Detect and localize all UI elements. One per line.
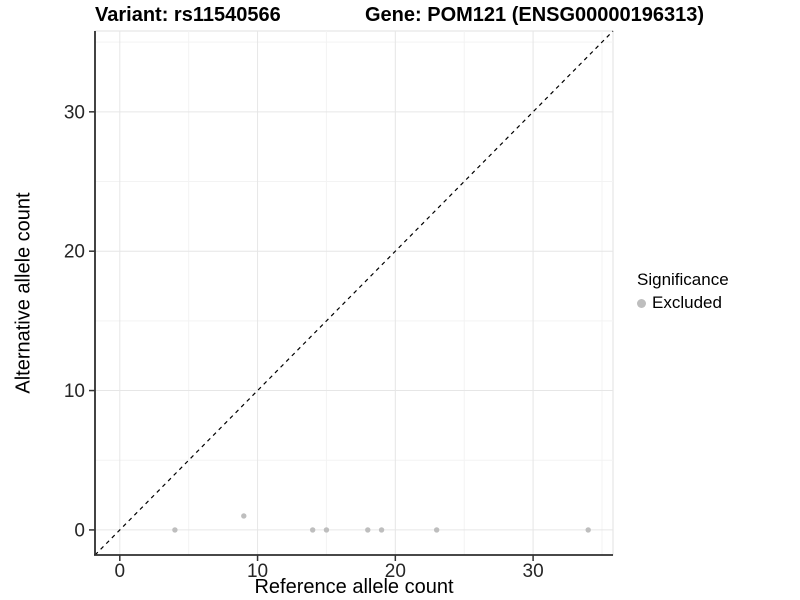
y-tick-label: 30 xyxy=(64,102,85,123)
y-tick-label: 0 xyxy=(74,520,85,541)
data-point xyxy=(323,527,330,533)
legend-item-label: Excluded xyxy=(652,293,722,312)
identity-dashed-line xyxy=(94,30,614,556)
legend-item-excluded: Excluded xyxy=(637,293,729,313)
x-axis-title: Reference allele count xyxy=(254,576,454,598)
y-tick-label: 20 xyxy=(64,242,85,263)
plot-title-variant: Variant: rs11540566 xyxy=(95,4,281,26)
data-point xyxy=(172,527,178,533)
data-point xyxy=(365,527,371,533)
data-point xyxy=(433,527,440,533)
data-point xyxy=(309,527,316,533)
x-tick-label: 30 xyxy=(523,561,544,582)
legend-key-dot-icon xyxy=(637,298,646,308)
data-point xyxy=(241,513,247,519)
data-point xyxy=(585,527,591,533)
x-tick-label: 0 xyxy=(115,561,126,582)
data-point xyxy=(378,527,385,533)
legend-title: Significance xyxy=(637,270,729,289)
x-tick-label: 10 xyxy=(247,561,268,582)
y-axis-title: Alternative allele count xyxy=(12,192,35,394)
legend: Significance Excluded xyxy=(637,270,729,313)
x-tick-label: 20 xyxy=(385,561,406,582)
y-tick-label: 10 xyxy=(64,381,85,402)
plot-title-gene: Gene: POM121 (ENSG00000196313) xyxy=(365,4,705,26)
